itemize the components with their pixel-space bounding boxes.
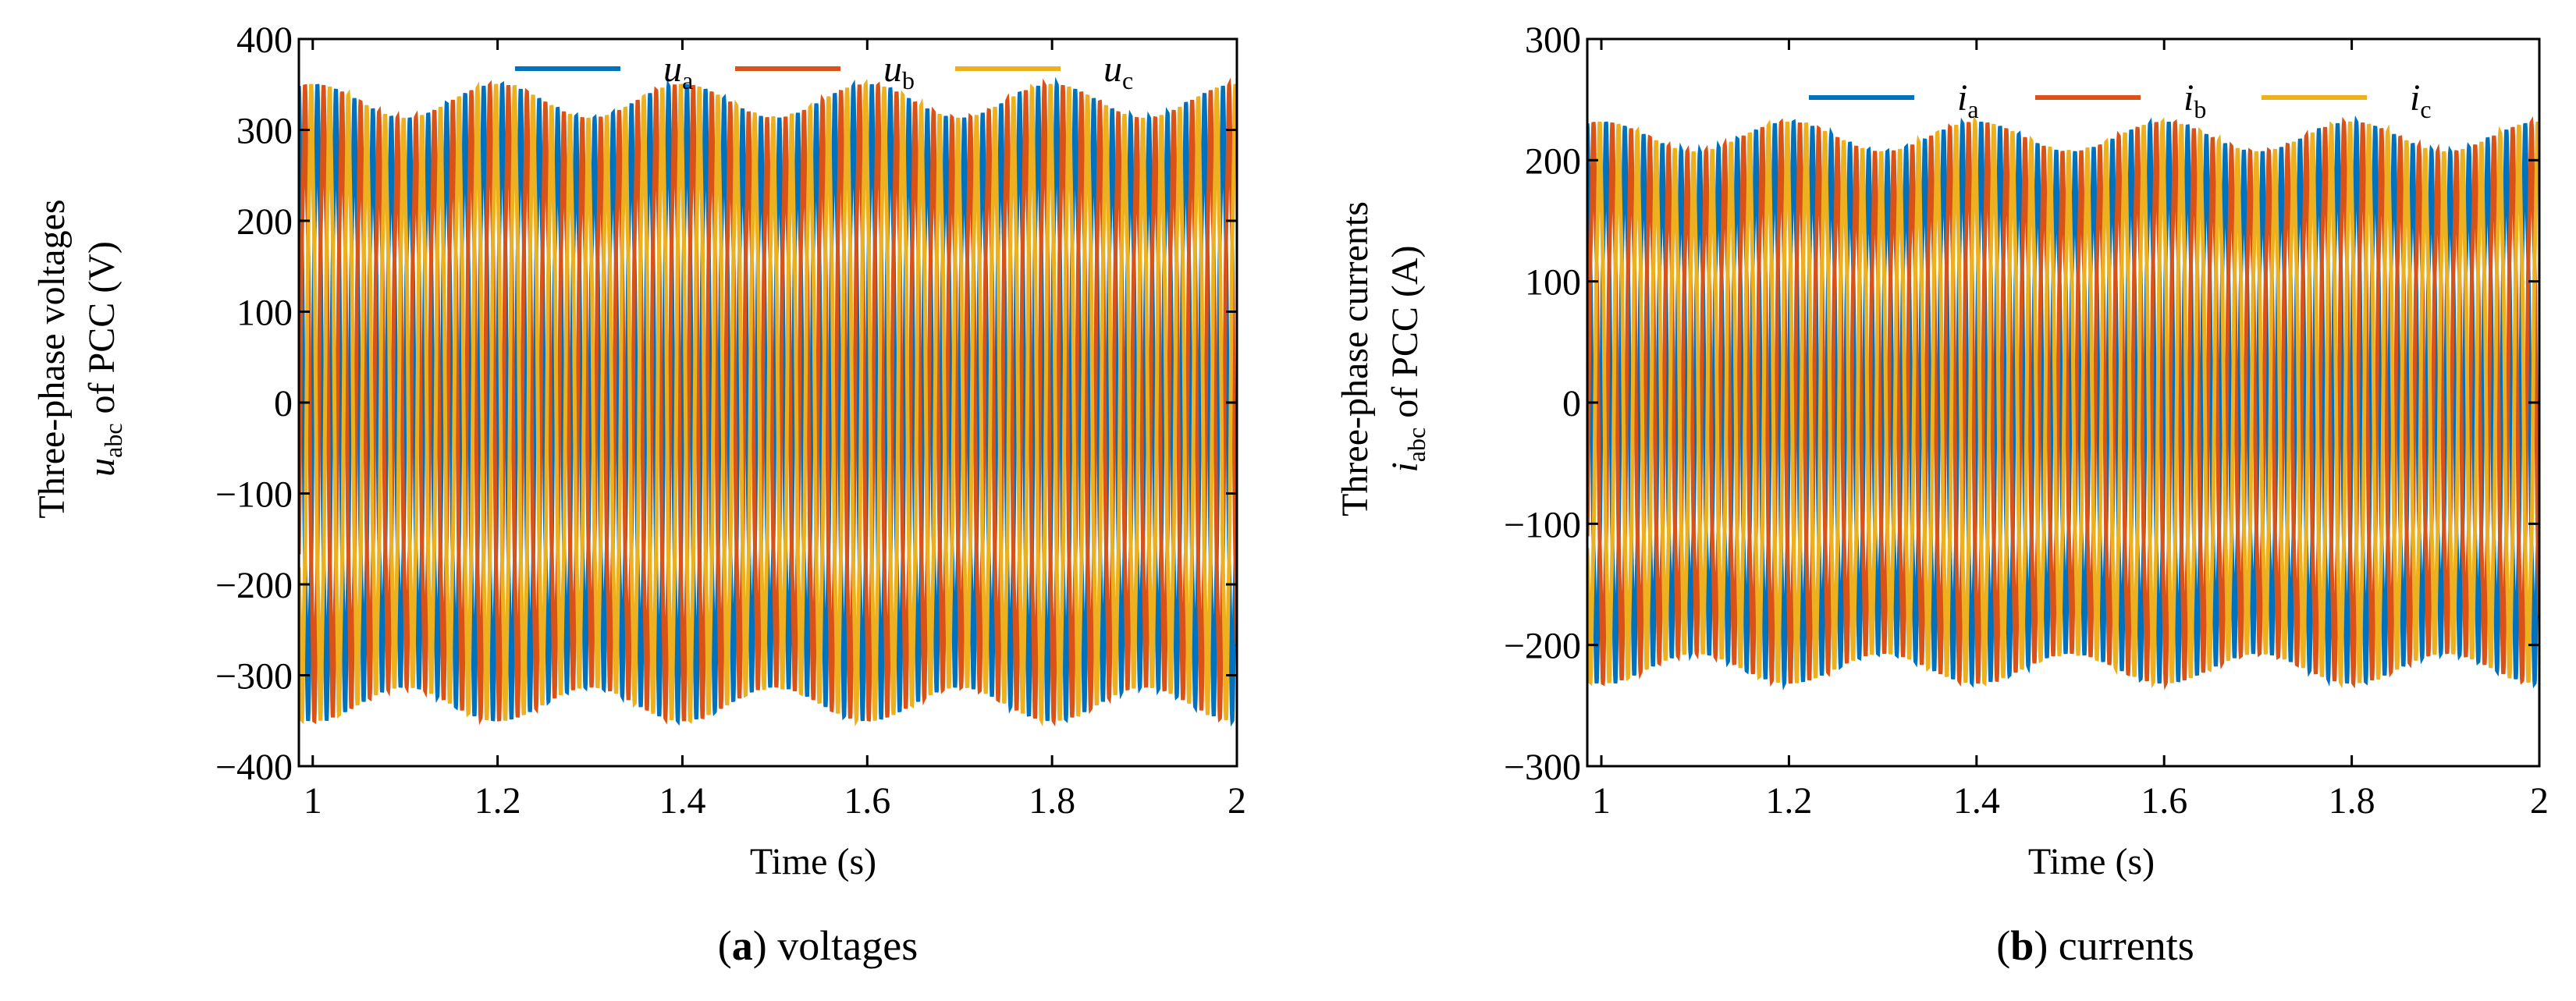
xtick-label: 1.4 <box>659 780 705 822</box>
ytick-label: 300 <box>236 111 293 152</box>
panel-a-caption: (a) voltages <box>718 922 918 969</box>
ytick-label: 400 <box>236 20 293 61</box>
ytick-label: 100 <box>236 293 293 334</box>
xtick-label: 1 <box>1592 780 1611 822</box>
legend-a: ua ub uc <box>515 48 1133 94</box>
legend-label-b: ub <box>883 48 915 94</box>
series-group-b <box>1587 115 2539 691</box>
ytick-label: 300 <box>1525 20 1581 61</box>
panel-b: Three-phase currents iabc of PCC (A) Tim… <box>1334 201 2194 969</box>
series-line-a-c <box>299 79 1237 727</box>
series-line-b-c <box>1587 115 2539 689</box>
xtick-label: 2 <box>2530 780 2549 822</box>
xtick-label: 1.6 <box>2141 780 2187 822</box>
panel-a-xlabel: Time (s) <box>750 841 876 882</box>
panel-a-ylabel-line2: uabc of PCC (V) <box>81 241 127 477</box>
legend-label-a: ia <box>1957 77 1979 123</box>
xtick-label: 1 <box>304 780 322 822</box>
xtick-label: 1.6 <box>844 780 890 822</box>
ytick-label: −200 <box>1504 626 1581 667</box>
panel-b-ylabel-line1: Three-phase currents <box>1334 201 1376 516</box>
ytick-label: −300 <box>215 656 293 698</box>
legend-label-a: ua <box>663 48 693 94</box>
xtick-label: 1.8 <box>2329 780 2375 822</box>
ytick-label: −100 <box>1504 504 1581 545</box>
ytick-label: −300 <box>1504 747 1581 788</box>
ytick-label: 0 <box>1562 383 1581 424</box>
ytick-label: 100 <box>1525 262 1581 303</box>
xtick-label: 2 <box>1228 780 1246 822</box>
legend-b: ia ib ic <box>1809 77 2432 123</box>
panel-b-xlabel: Time (s) <box>2028 841 2155 882</box>
ytick-label: 0 <box>274 383 293 424</box>
xtick-label: 1.4 <box>1953 780 2000 822</box>
ytick-label: −400 <box>215 747 293 788</box>
ytick-label: 200 <box>1525 140 1581 182</box>
plot-a: −400 −300 −200 −100 0 100 200 300 400 1 1.2 1.4 1.6 1… <box>215 20 1246 822</box>
xtick-label: 1.2 <box>1765 780 1812 822</box>
ytick-label: 200 <box>236 201 293 243</box>
ytick-label: −200 <box>215 565 293 606</box>
legend-label-c: ic <box>2410 77 2432 123</box>
legend-label-c: uc <box>1103 48 1133 94</box>
panel-b-caption: (b) currents <box>1996 922 2194 969</box>
panel-a: Three-phase voltages uabc of PCC (V) Tim… <box>31 199 918 969</box>
panel-a-ylabel-line1: Three-phase voltages <box>31 199 73 518</box>
series-group-a <box>299 76 1237 727</box>
xtick-label: 1.8 <box>1029 780 1075 822</box>
legend-label-b: ib <box>2183 77 2206 123</box>
panel-b-ylabel-line2: iabc of PCC (A) <box>1384 245 1430 472</box>
xtick-label: 1.2 <box>474 780 521 822</box>
plot-b: −300 −200 −100 0 100 200 300 1 1.2 1.4 1.6 1.8 2 ia ib… <box>1504 20 2549 822</box>
ytick-label: −100 <box>215 474 293 516</box>
